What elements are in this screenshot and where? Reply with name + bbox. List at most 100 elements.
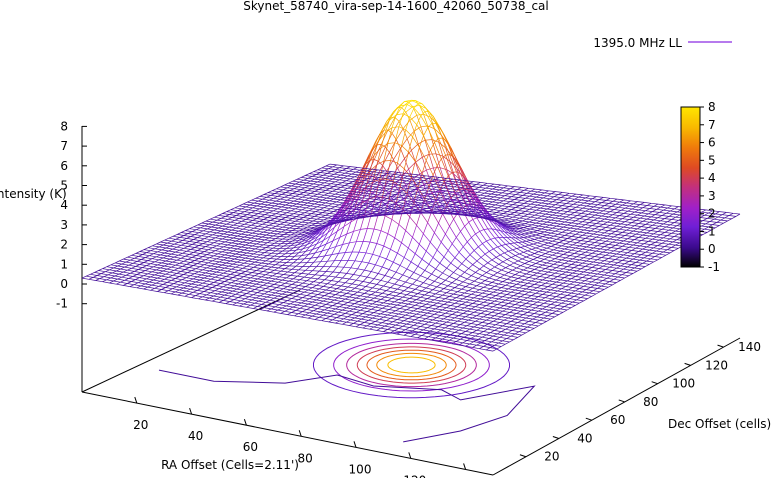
surface-segment <box>649 219 654 223</box>
surface-segment <box>367 228 375 230</box>
surface-segment <box>279 276 287 279</box>
surface-segment <box>264 199 270 203</box>
surface-segment <box>436 315 442 319</box>
surface-segment <box>574 250 579 254</box>
surface-segment <box>487 259 493 264</box>
surface-segment <box>557 305 565 307</box>
surface-segment <box>157 262 162 266</box>
surface-segment <box>504 193 510 197</box>
surface-segment <box>457 263 463 269</box>
surface-segment <box>106 266 114 269</box>
surface-segment <box>145 255 150 258</box>
surface-segment <box>700 214 705 218</box>
surface-segment <box>348 168 354 172</box>
surface-segment <box>534 313 542 315</box>
surface-segment <box>371 291 376 295</box>
surface-segment <box>351 279 357 285</box>
surface-segment <box>141 257 146 260</box>
surface-segment <box>128 262 134 266</box>
surface-segment <box>361 318 369 321</box>
surface-segment <box>510 321 518 323</box>
surface-segment <box>265 299 270 303</box>
surface-segment <box>409 120 415 132</box>
surface-segment <box>310 178 315 182</box>
surface-segment <box>116 281 121 285</box>
surface-segment <box>216 283 221 286</box>
surface-segment <box>289 213 294 216</box>
surface-segment <box>230 258 235 262</box>
surface-segment <box>628 230 634 234</box>
surface-segment <box>146 265 154 268</box>
surface-segment <box>158 270 164 274</box>
surface-segment <box>231 240 237 244</box>
surface-segment <box>420 294 425 298</box>
surface-segment <box>295 293 301 297</box>
surface-segment <box>269 258 277 260</box>
surface-segment <box>571 233 576 237</box>
surface-segment <box>413 199 419 206</box>
surface-segment <box>505 312 510 315</box>
surface-segment <box>264 293 272 296</box>
surface-segment <box>297 302 302 306</box>
surface-segment <box>222 223 227 227</box>
surface-segment <box>653 259 658 263</box>
surface-segment <box>494 313 499 317</box>
surface-segment <box>649 233 654 237</box>
surface-segment <box>527 326 535 329</box>
surface-segment <box>340 300 348 303</box>
surface-segment <box>639 215 645 219</box>
surface-segment <box>561 216 567 220</box>
surface-segment <box>285 227 290 231</box>
surface-segment <box>380 215 386 231</box>
surface-segment <box>354 174 359 178</box>
surface-segment <box>175 276 180 279</box>
surface-segment <box>272 275 280 278</box>
surface-segment <box>467 237 472 243</box>
surface-segment <box>425 303 433 306</box>
surface-segment <box>413 310 421 313</box>
surface-segment <box>419 135 424 148</box>
surface-segment <box>196 288 202 291</box>
surface-segment <box>427 278 435 282</box>
surface-segment <box>279 288 284 292</box>
surface-segment <box>555 215 560 219</box>
surface-segment <box>634 251 639 255</box>
surface-segment <box>404 305 411 308</box>
surface-segment <box>616 279 621 283</box>
surface-segment <box>462 296 468 300</box>
surface-segment <box>254 289 262 291</box>
surface-segment <box>94 272 102 274</box>
surface-segment <box>201 259 206 262</box>
surface-segment <box>612 282 617 286</box>
surface-segment <box>384 120 390 133</box>
surface-segment <box>395 308 401 312</box>
surface-segment <box>227 295 232 299</box>
surface-segment <box>635 217 641 221</box>
surface-segment <box>208 262 216 265</box>
surface-segment <box>527 265 532 269</box>
surface-segment <box>306 277 312 281</box>
surface-segment <box>510 274 516 278</box>
surface-segment <box>183 259 188 262</box>
surface-segment <box>223 259 231 262</box>
surface-segment <box>339 318 344 322</box>
surface-segment <box>377 307 383 311</box>
surface-segment <box>238 241 243 245</box>
surface-segment <box>475 333 480 337</box>
surface-segment <box>376 243 384 247</box>
surface-segment <box>520 296 528 299</box>
surface-segment <box>472 347 480 350</box>
surface-segment <box>519 215 524 219</box>
surface-segment <box>622 202 627 206</box>
surface-segment <box>417 290 423 294</box>
surface-segment <box>560 195 566 198</box>
surface-segment <box>338 244 343 254</box>
surface-segment <box>637 226 642 230</box>
surface-segment <box>476 182 481 185</box>
surface-segment <box>525 286 531 290</box>
surface-segment <box>631 206 637 210</box>
surface-segment <box>165 285 170 288</box>
surface-segment <box>493 246 498 250</box>
surface-segment <box>268 247 274 251</box>
surface-segment <box>701 209 706 213</box>
